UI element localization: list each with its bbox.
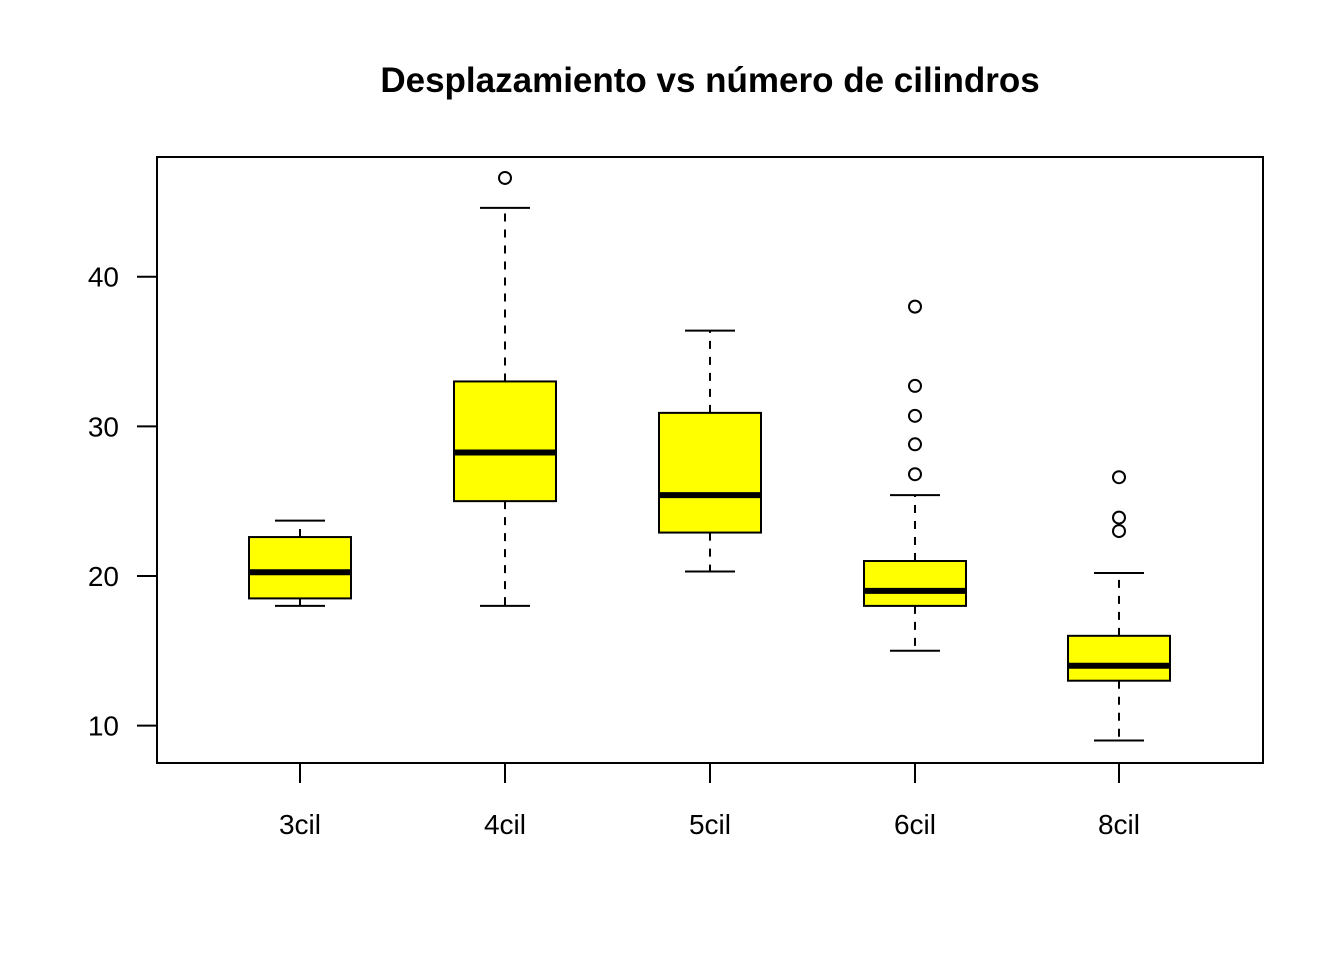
y-tick-label-10: 10 (88, 711, 119, 742)
outlier-point (1112, 470, 1126, 485)
iqr-box (1067, 634, 1171, 682)
y-tick-label-40: 40 (88, 262, 119, 293)
iqr-box (658, 411, 762, 534)
chart-title: Desplazamiento vs número de cilindros (380, 61, 1039, 100)
x-tick-label-8cil: 8cil (1098, 809, 1140, 840)
x-tick-label-3cil: 3cil (279, 809, 321, 840)
x-tick-label-4cil: 4cil (484, 809, 526, 840)
x-tick-label-6cil: 6cil (894, 809, 936, 840)
x-axis: 3cil 4cil 5cil 6cil 8cil (279, 763, 1140, 840)
outlier-point (908, 467, 922, 482)
outlier-point (1112, 524, 1126, 539)
box-3cil (248, 519, 352, 607)
outlier-point (908, 408, 922, 423)
box-4cil (453, 170, 557, 607)
boxes-group (248, 170, 1171, 742)
box-8cil (1067, 470, 1171, 742)
iqr-box (863, 560, 967, 607)
outlier-point (908, 378, 922, 393)
box-6cil (863, 299, 967, 652)
x-tick-label-5cil: 5cil (689, 809, 731, 840)
box-5cil (658, 329, 762, 573)
outlier-point (908, 299, 922, 314)
outlier-point (498, 170, 512, 185)
iqr-box (248, 536, 352, 600)
y-tick-label-30: 30 (88, 411, 119, 442)
outlier-point (908, 437, 922, 452)
y-axis: 10 20 30 40 (88, 262, 158, 742)
y-tick-label-20: 20 (88, 561, 119, 592)
outlier-point (1112, 510, 1126, 525)
iqr-box (453, 380, 557, 503)
